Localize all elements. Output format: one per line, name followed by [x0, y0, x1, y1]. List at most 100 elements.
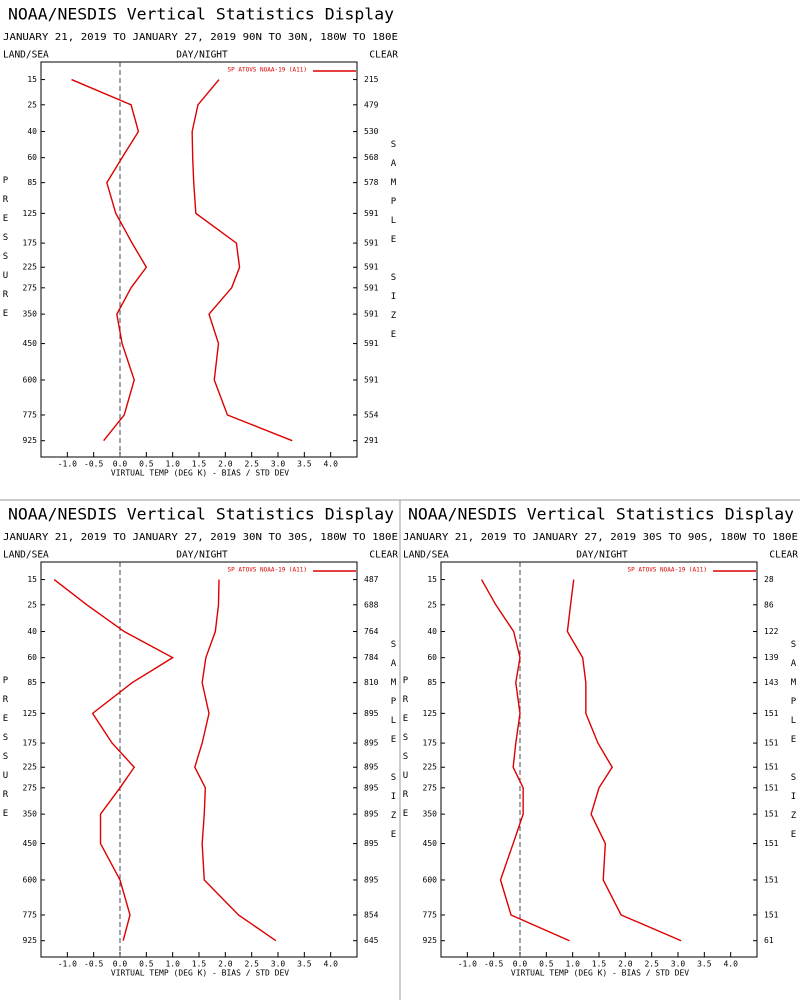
chart-panel: NOAA/NESDIS Vertical Statistics Display J… — [1, 505, 399, 978]
x-tick-label: 4.0 — [323, 460, 338, 469]
y-axis-label: PRESSURE — [401, 676, 411, 828]
x-tick-label: 3.5 — [697, 960, 712, 969]
y-tick-label: 60 — [27, 653, 37, 662]
sample-size-label: 122 — [764, 627, 779, 636]
chart-panel: NOAA/NESDIS Vertical Statistics Display J… — [1, 5, 399, 478]
sample-size-label: 854 — [364, 910, 379, 919]
y-tick-label: 450 — [423, 839, 438, 848]
y-axis-label: PRESSURE — [1, 176, 11, 328]
y-tick-label: 350 — [23, 810, 38, 819]
bias-line — [71, 78, 148, 442]
sample-size-label: 784 — [364, 653, 379, 662]
x-tick-label: 0.0 — [113, 960, 128, 969]
chart-subtitle: JANUARY 21, 2019 TO JANUARY 27, 2019 90N… — [3, 32, 398, 43]
sample-size-label: 151 — [764, 763, 779, 772]
y-tick-label: 40 — [27, 127, 37, 136]
sample-size-label: 764 — [364, 627, 379, 636]
sample-size-label: 895 — [364, 763, 379, 772]
sample-size-label: 895 — [364, 783, 379, 792]
sample-size-label: 591 — [364, 310, 379, 319]
y-tick-label: 60 — [27, 153, 37, 162]
sample-size-label: 568 — [364, 153, 379, 162]
x-tick-label: 1.5 — [192, 460, 207, 469]
x-tick-label: 0.0 — [113, 460, 128, 469]
x-tick-label: 3.0 — [671, 960, 686, 969]
x-tick-label: 1.0 — [565, 960, 580, 969]
y-tick-label: 925 — [23, 436, 38, 445]
x-axis-label: VIRTUAL TEMP (DEG K) - BIAS / STD DEV — [111, 969, 289, 978]
x-tick-label: 1.0 — [165, 960, 180, 969]
x-tick-label: -1.0 — [458, 960, 477, 969]
x-tick-label: -0.5 — [84, 960, 103, 969]
sample-size-label: 28 — [764, 575, 774, 584]
legend-label: SP ATOVS NOAA-19 (A11) — [228, 567, 307, 574]
x-tick-label: 2.0 — [218, 960, 233, 969]
y-tick-label: 450 — [23, 839, 38, 848]
std-dev-line — [566, 579, 682, 942]
x-axis-label: VIRTUAL TEMP (DEG K) - BIAS / STD DEV — [111, 469, 289, 478]
y-tick-label: 125 — [23, 209, 38, 218]
sample-size-label: 487 — [364, 575, 379, 584]
y-tick-label: 275 — [23, 783, 38, 792]
sample-size-label: 530 — [364, 127, 379, 136]
sample-size-label: 215 — [364, 75, 379, 84]
y2-axis-label: SAMPLE SIZE — [789, 640, 799, 849]
x-tick-label: 3.5 — [297, 960, 312, 969]
y-tick-label: 600 — [423, 875, 438, 884]
y-tick-label: 350 — [23, 310, 38, 319]
y-tick-label: 775 — [23, 410, 38, 419]
sample-size-label: 554 — [364, 410, 379, 419]
x-tick-label: 4.0 — [323, 960, 338, 969]
x-tick-label: 0.5 — [539, 960, 554, 969]
sample-size-label: 591 — [364, 283, 379, 292]
sample-size-label: 895 — [364, 875, 379, 884]
legend-label: SP ATOVS NOAA-19 (A11) — [228, 67, 307, 74]
y-tick-label: 25 — [27, 600, 37, 609]
y-tick-label: 925 — [423, 936, 438, 945]
sample-size-label: 895 — [364, 709, 379, 718]
y-tick-label: 225 — [23, 263, 38, 272]
std-dev-line — [194, 579, 277, 942]
sample-size-label: 479 — [364, 100, 379, 109]
y-axis-label: PRESSURE — [1, 676, 11, 828]
sample-size-label: 895 — [364, 810, 379, 819]
x-tick-label: 0.0 — [513, 960, 528, 969]
y-tick-label: 775 — [423, 910, 438, 919]
sample-size-label: 895 — [364, 839, 379, 848]
x-tick-label: 4.0 — [723, 960, 738, 969]
sample-size-label: 139 — [764, 653, 779, 662]
x-tick-label: 0.5 — [139, 460, 154, 469]
sample-size-label: 591 — [364, 239, 379, 248]
header-center: DAY/NIGHT — [576, 550, 628, 561]
x-tick-label: -1.0 — [58, 460, 77, 469]
x-tick-label: -0.5 — [84, 460, 103, 469]
std-dev-line — [191, 79, 293, 442]
y-tick-label: 85 — [427, 678, 437, 687]
x-tick-label: 1.5 — [592, 960, 607, 969]
bias-line — [480, 579, 570, 942]
sample-size-label: 151 — [764, 709, 779, 718]
header-left: LAND/SEA — [3, 550, 49, 561]
legend-label: SP ATOVS NOAA-19 (A11) — [628, 567, 707, 574]
header-center: DAY/NIGHT — [176, 550, 228, 561]
y-tick-label: 15 — [27, 75, 37, 84]
header-left: LAND/SEA — [403, 550, 449, 561]
x-axis-label: VIRTUAL TEMP (DEG K) - BIAS / STD DEV — [511, 969, 689, 978]
y-tick-label: 275 — [423, 783, 438, 792]
y-tick-label: 925 — [23, 936, 38, 945]
y-tick-label: 85 — [27, 178, 37, 187]
y-tick-label: 15 — [427, 575, 437, 584]
y2-axis-label: SAMPLE SIZE — [389, 640, 399, 849]
x-tick-label: 2.5 — [244, 460, 259, 469]
chart-title: NOAA/NESDIS Vertical Statistics Display — [8, 5, 394, 24]
header-center: DAY/NIGHT — [176, 50, 228, 61]
sample-size-label: 578 — [364, 178, 379, 187]
y-tick-label: 350 — [423, 810, 438, 819]
x-tick-label: 2.0 — [218, 460, 233, 469]
y2-axis-label: SAMPLE SIZE — [389, 140, 399, 349]
y-tick-label: 15 — [27, 575, 37, 584]
x-tick-label: 2.0 — [618, 960, 633, 969]
sample-size-label: 151 — [764, 875, 779, 884]
sample-size-label: 810 — [364, 678, 379, 687]
x-tick-label: 3.0 — [271, 960, 286, 969]
